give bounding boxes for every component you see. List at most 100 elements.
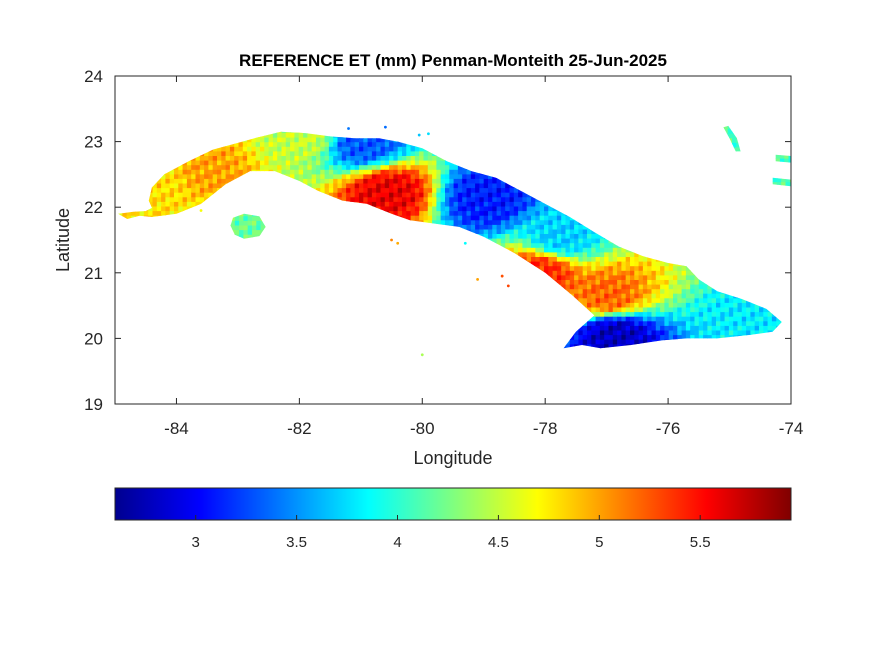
et-cell: [466, 196, 472, 202]
et-cell: [496, 215, 502, 221]
et-cell: [432, 192, 437, 198]
et-cell: [488, 228, 493, 234]
et-cell: [234, 141, 240, 147]
et-cell: [384, 182, 390, 189]
et-cell: [350, 182, 356, 189]
et-cell: [376, 173, 382, 179]
et-cell: [479, 192, 485, 198]
et-cell: [320, 178, 326, 184]
et-cell: [500, 233, 506, 239]
et-cell: [277, 155, 283, 161]
et-cell: [303, 155, 308, 161]
et-cell: [445, 201, 450, 207]
et-cell: [182, 205, 188, 212]
et-cell: [552, 242, 558, 248]
et-cell: [500, 242, 506, 248]
et-cell: [505, 238, 511, 244]
et-cell: [539, 265, 545, 271]
et-cell: [432, 187, 437, 193]
et-cell: [393, 160, 399, 166]
et-cell: [242, 160, 248, 166]
et-cell: [414, 169, 420, 175]
et-cell: [384, 173, 390, 179]
et-cell: [410, 187, 416, 193]
et-cell: [544, 238, 549, 244]
et-cell: [505, 205, 511, 212]
et-cell: [423, 169, 429, 175]
et-cell: [204, 169, 209, 175]
et-cell: [135, 210, 141, 216]
et-cell: [466, 201, 472, 207]
et-cell: [406, 201, 412, 207]
et-cell: [449, 169, 455, 175]
et-cell: [548, 224, 554, 230]
et-cell: [449, 187, 455, 193]
et-cell: [479, 187, 485, 193]
et-cell: [462, 224, 468, 230]
et-cell: [423, 210, 429, 216]
et-cell: [234, 164, 240, 170]
et-cell: [470, 228, 476, 234]
et-cell: [427, 182, 433, 189]
et-cell: [509, 224, 515, 230]
et-cell: [539, 201, 545, 207]
et-cell: [518, 219, 523, 225]
et-cell: [531, 261, 536, 267]
et-cell: [509, 242, 515, 248]
et-cell: [143, 210, 149, 216]
et-cell: [453, 182, 459, 189]
et-cell: [466, 187, 472, 193]
et-cell: [436, 187, 442, 193]
et-cell: [402, 182, 407, 189]
et-cell: [522, 224, 528, 230]
et-cell: [298, 137, 304, 143]
et-cell: [462, 201, 468, 207]
et-cell: [432, 182, 437, 189]
et-cell: [436, 192, 442, 198]
et-cell: [539, 242, 545, 248]
et-cell: [410, 205, 416, 212]
et-cell: [432, 201, 437, 207]
et-cell: [457, 215, 463, 221]
et-cell: [229, 164, 235, 170]
et-cell: [423, 164, 429, 170]
et-cell: [346, 146, 351, 152]
et-cell: [363, 192, 369, 198]
et-cell: [354, 192, 360, 198]
et-cell: [359, 178, 364, 184]
et-cell: [376, 160, 382, 166]
et-cell: [359, 169, 364, 175]
et-cell: [397, 192, 403, 198]
et-cell: [518, 233, 523, 239]
et-cell: [208, 150, 214, 156]
et-cell: [410, 173, 416, 179]
et-cell: [393, 169, 399, 175]
et-cell: [195, 178, 201, 184]
et-cell: [380, 155, 386, 161]
et-cell: [427, 169, 433, 175]
et-cell: [337, 146, 343, 152]
et-cell: [397, 201, 403, 207]
et-cell: [419, 201, 425, 207]
et-cell: [380, 141, 386, 147]
et-cell: [479, 173, 485, 179]
et-cell: [169, 201, 175, 207]
et-cell: [178, 192, 184, 198]
et-cell: [178, 196, 184, 202]
et-cell: [488, 178, 493, 184]
et-cell: [346, 182, 351, 189]
et-cell: [303, 132, 308, 138]
et-cell: [380, 205, 386, 212]
et-cell: [307, 132, 313, 138]
et-cell: [384, 164, 390, 170]
et-cell: [346, 150, 351, 156]
et-cell: [363, 150, 369, 156]
et-cell: [174, 187, 179, 193]
et-cell: [328, 192, 334, 198]
et-cell: [182, 192, 188, 198]
et-cell: [376, 182, 382, 189]
et-cell: [496, 187, 502, 193]
et-cell: [298, 173, 304, 179]
et-cell: [333, 146, 339, 152]
et-cell: [406, 146, 412, 152]
